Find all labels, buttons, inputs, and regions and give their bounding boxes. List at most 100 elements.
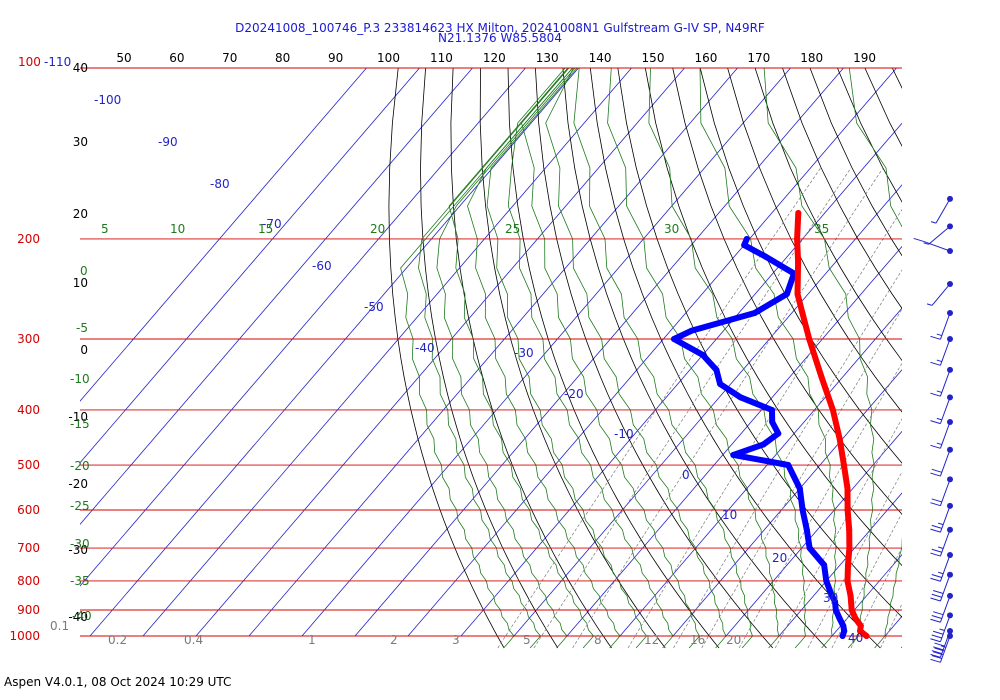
wind-barb — [913, 237, 953, 255]
wind-barb-feather — [931, 655, 942, 660]
theta-tick-label: 140 — [589, 51, 612, 65]
wind-barb-staff — [939, 397, 951, 424]
wind-barb — [930, 633, 953, 663]
isobar-label: 300 — [17, 332, 40, 346]
isotherm-line — [80, 68, 473, 525]
wind-barb-feather — [930, 552, 941, 557]
dewpoint-point — [743, 235, 750, 242]
moist-adiabat — [521, 68, 700, 649]
moist-adiabat — [607, 68, 780, 649]
wind-barb-staff — [939, 479, 951, 506]
dewpoint-point — [821, 562, 828, 569]
theta-tick-label: 50 — [116, 51, 131, 65]
temperature-point — [844, 485, 851, 492]
wind-barb-staff — [939, 554, 951, 582]
temperature-point — [863, 633, 870, 639]
isotherm-label: -100 — [94, 93, 121, 107]
theta-e-label: -30 — [70, 537, 90, 551]
height-label: -10 — [68, 410, 88, 424]
moist-adiabat — [436, 68, 576, 649]
wind-barb-feather — [931, 524, 942, 529]
wind-barb-staff — [939, 615, 951, 642]
temperature-point — [846, 545, 853, 552]
isobar-label: 100 — [18, 55, 41, 69]
isotherm-label: -80 — [210, 177, 230, 191]
wind-barb-feather — [930, 528, 941, 533]
dry-adiabat — [479, 68, 666, 649]
wind-barb-half-feather — [940, 645, 947, 648]
wind-barb-feather — [930, 502, 941, 507]
wind-barb-half-feather — [938, 571, 944, 575]
theta-e-label: 20 — [370, 222, 385, 236]
dewpoint-point — [803, 526, 810, 533]
wind-barb-feather — [933, 590, 944, 594]
temperature-point — [844, 562, 851, 569]
temperature-point — [857, 628, 864, 635]
wind-barb-feather — [934, 647, 945, 652]
theta-e-label: -15 — [70, 417, 90, 431]
isotherm-line — [619, 307, 902, 637]
wind-barb-feather — [931, 498, 942, 503]
isotherm-line — [778, 492, 902, 637]
dry-adiabat — [450, 68, 612, 649]
dewpoint-point — [713, 366, 720, 373]
wind-barb-feather — [931, 468, 942, 473]
dewpoint-point — [768, 406, 775, 413]
isotherm-label: -70 — [262, 217, 282, 231]
wind-barb — [930, 336, 953, 366]
isobar-label: -110 — [44, 55, 71, 69]
dry-adiabat — [782, 68, 902, 310]
wind-barb — [930, 502, 953, 533]
wind-barb-feather — [931, 650, 942, 655]
theta-e-label: -25 — [70, 499, 90, 513]
wind-barb-feather — [933, 651, 944, 656]
wind-barb-feather — [930, 597, 941, 602]
moist-adiabat — [545, 68, 727, 649]
mixing-ratio-label: 8 — [594, 633, 602, 647]
dry-adiabat — [947, 68, 1000, 648]
theta-tick-label: 190 — [853, 51, 876, 65]
theta-e-label: -40 — [72, 609, 92, 623]
height-label: 40 — [73, 61, 88, 75]
wind-barb — [923, 223, 953, 245]
theta-e-label: -20 — [70, 459, 90, 473]
isobar-label: 900 — [17, 603, 40, 617]
dry-adiabat — [891, 68, 902, 89]
dry-adiabat — [535, 68, 774, 649]
isobar-label: 600 — [17, 503, 40, 517]
temperature-point — [794, 235, 801, 242]
wind-barb-staff — [939, 529, 951, 557]
wind-barb — [930, 571, 953, 602]
mixing-ratio-line — [807, 471, 902, 649]
theta-tick-label: 100 — [377, 51, 400, 65]
dry-adiabat — [864, 68, 902, 147]
wind-barb-feather — [930, 618, 941, 623]
theta-tick-label: 130 — [536, 51, 559, 65]
moist-adiabat — [418, 68, 570, 649]
isotherm-line — [354, 68, 844, 637]
dewpoint-point — [737, 394, 744, 401]
temperature-point — [799, 310, 806, 317]
temperature-point — [846, 526, 853, 533]
wind-barb — [930, 446, 953, 477]
wind-barb — [930, 628, 953, 658]
wind-barb — [930, 551, 953, 582]
dewpoint-point — [717, 380, 724, 387]
dry-adiabat — [975, 68, 1000, 648]
dewpoint-point — [785, 462, 792, 469]
wind-barb-half-feather — [938, 546, 944, 550]
mixing-ratio-line — [913, 168, 1000, 648]
temperature-point — [857, 622, 864, 629]
theta-tick-label: 70 — [222, 51, 237, 65]
wind-barb — [930, 476, 953, 507]
isobar-label: 700 — [17, 541, 40, 555]
dry-adiabat — [420, 68, 559, 649]
temperature-point — [852, 615, 859, 622]
isotherm-line — [831, 553, 902, 637]
wind-barb-feather — [930, 653, 941, 658]
wind-barb-staff — [935, 198, 951, 224]
wind-barb-staff — [939, 595, 951, 623]
wind-barb-staff — [939, 635, 951, 663]
wind-barb-feather — [930, 658, 941, 663]
mixing-ratio-line — [572, 167, 884, 649]
